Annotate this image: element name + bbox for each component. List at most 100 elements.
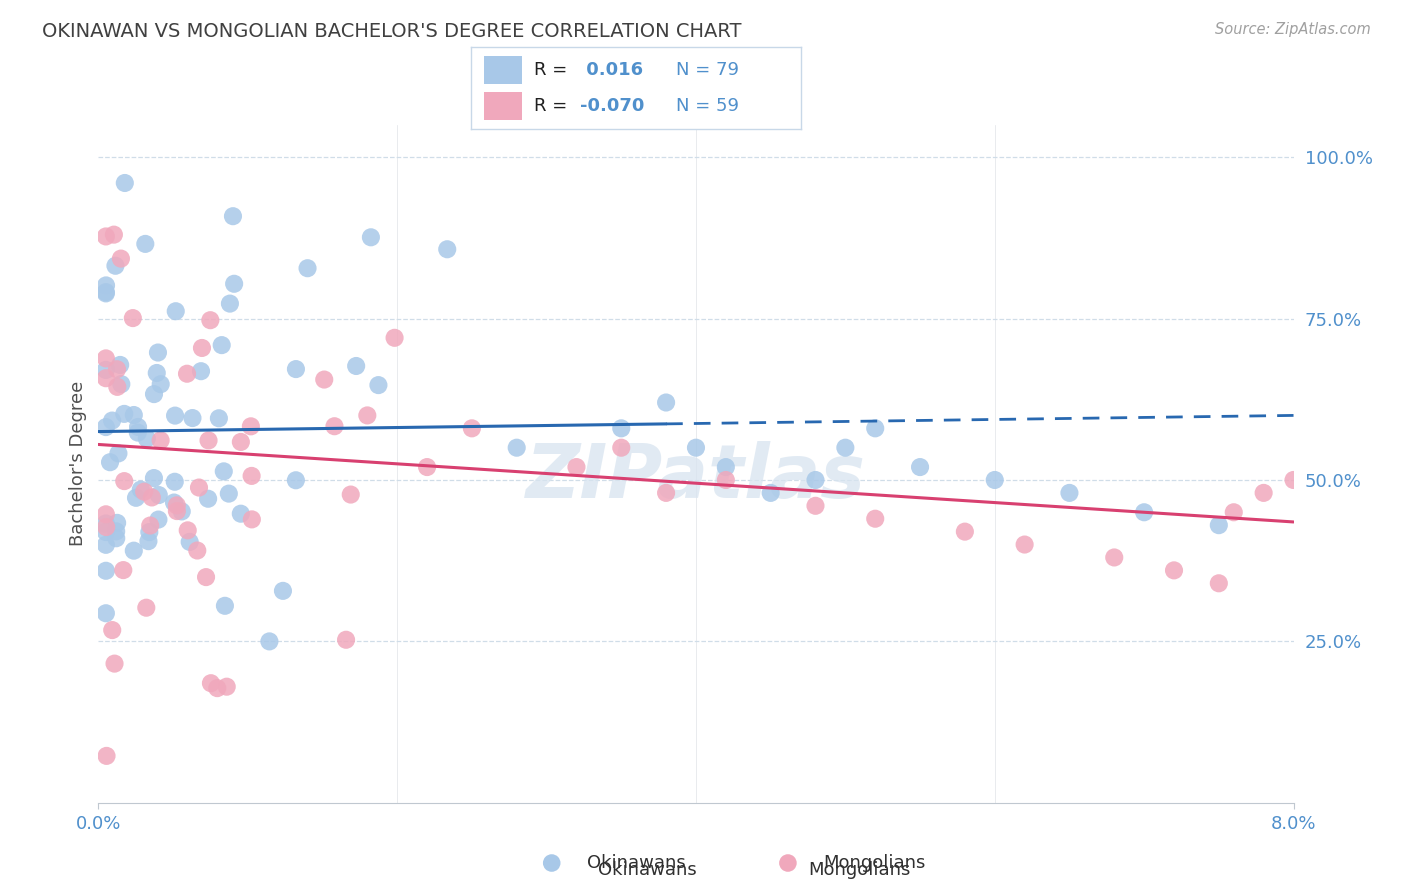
Point (98, 455, 121, 469)
Point (166, 504, 188, 518)
Point (1222, 505, 1246, 519)
Text: ZIPatlas: ZIPatlas (526, 441, 866, 514)
Point (208, 411, 231, 425)
Point (101, 413, 124, 427)
Point (339, 487, 361, 501)
Point (186, 543, 208, 558)
Point (105, 380, 128, 394)
Text: Okinawans: Okinawans (588, 854, 686, 872)
Point (94, 229, 117, 244)
Point (259, 634, 281, 648)
Point (240, 469, 263, 483)
Point (148, 512, 170, 526)
Point (714, 473, 737, 487)
Point (149, 377, 172, 392)
Point (863, 512, 886, 526)
Point (356, 409, 378, 423)
Point (135, 600, 157, 615)
Point (127, 420, 149, 434)
Point (284, 362, 307, 376)
Point (112, 563, 135, 577)
Point (195, 570, 218, 584)
Point (565, 460, 588, 475)
Point (323, 419, 346, 434)
Point (145, 366, 167, 380)
Point (103, 227, 125, 242)
Point (122, 408, 145, 422)
Point (1014, 537, 1036, 551)
Point (94, 524, 117, 539)
Point (804, 473, 827, 487)
Point (983, 473, 1005, 487)
Point (239, 419, 262, 434)
Point (96, 520, 118, 534)
Text: OKINAWAN VS MONGOLIAN BACHELOR'S DEGREE CORRELATION CHART: OKINAWAN VS MONGOLIAN BACHELOR'S DEGREE … (42, 22, 742, 41)
Point (834, 441, 856, 455)
Point (200, 313, 222, 327)
Point (134, 484, 156, 499)
Point (138, 534, 160, 549)
Point (112, 407, 135, 421)
Text: Mongolians: Mongolians (824, 854, 925, 872)
Point (214, 599, 236, 613)
Point (224, 277, 246, 291)
Point (297, 261, 319, 276)
Point (110, 377, 132, 392)
Point (222, 209, 245, 223)
Point (610, 421, 633, 435)
Point (114, 176, 136, 190)
Point (367, 378, 389, 392)
Point (141, 491, 163, 505)
Point (212, 464, 235, 478)
Point (142, 471, 165, 485)
Point (138, 525, 160, 540)
Point (125, 491, 148, 505)
Point (863, 421, 886, 435)
Point (804, 499, 827, 513)
Point (1133, 505, 1156, 519)
Y-axis label: Bachelor's Degree: Bachelor's Degree (69, 381, 87, 547)
Point (335, 632, 357, 647)
Point (759, 486, 782, 500)
Point (1253, 486, 1275, 500)
Text: 0.016: 0.016 (581, 62, 643, 79)
Point (219, 296, 242, 310)
Point (188, 481, 211, 495)
Point (94, 286, 117, 301)
Point (163, 475, 186, 489)
Point (112, 474, 135, 488)
Point (105, 362, 128, 376)
Point (181, 411, 204, 425)
Text: Source: ZipAtlas.com: Source: ZipAtlas.com (1215, 22, 1371, 37)
Point (94, 420, 117, 434)
Point (165, 409, 187, 423)
Point (610, 441, 633, 455)
Point (908, 460, 931, 475)
Point (360, 230, 382, 244)
Point (94, 363, 117, 377)
Point (384, 331, 406, 345)
Point (165, 304, 187, 318)
Point (685, 441, 707, 455)
Point (776, 856, 799, 871)
Point (284, 473, 307, 487)
Point (107, 446, 129, 460)
Point (1208, 518, 1230, 533)
Point (148, 488, 170, 502)
Point (96, 748, 118, 763)
Point (540, 856, 562, 871)
Point (94, 538, 117, 552)
Point (122, 543, 145, 558)
Point (163, 495, 186, 509)
Point (94, 564, 117, 578)
Point (655, 395, 678, 409)
Point (190, 364, 212, 378)
Point (218, 486, 240, 500)
Point (207, 681, 229, 695)
Text: R =: R = (534, 97, 572, 115)
Point (105, 524, 128, 539)
Point (135, 432, 157, 446)
Point (94, 606, 117, 620)
Point (176, 367, 198, 381)
Text: R =: R = (534, 62, 572, 79)
